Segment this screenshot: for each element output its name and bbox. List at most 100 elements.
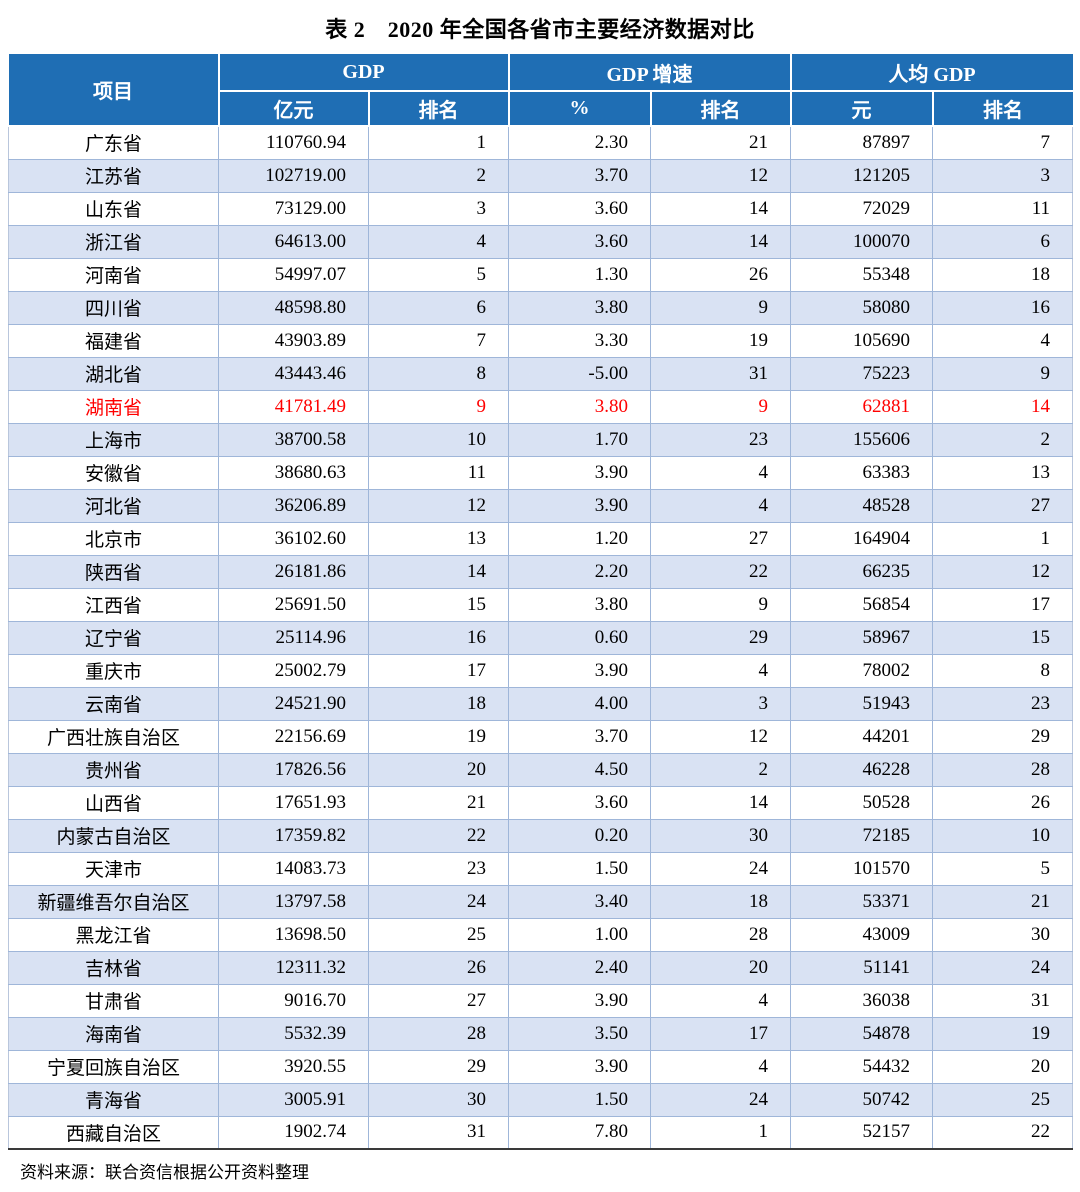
gdp-value: 13698.50 [218, 917, 369, 952]
table-row: 辽宁省 25114.96 16 0.60 29 58967 15 [8, 620, 1073, 655]
percap-gdp-value: 78002 [790, 653, 933, 688]
gdp-growth-value: 1.50 [508, 851, 651, 886]
gdp-rank: 12 [368, 488, 509, 523]
gdp-value: 22156.69 [218, 719, 369, 754]
percap-gdp-value: 66235 [790, 554, 933, 589]
percap-gdp-rank: 22 [932, 1115, 1073, 1150]
table-body: 广东省 110760.94 1 2.30 21 87897 7 江苏省 1027… [8, 125, 1073, 1150]
gdp-value: 43443.46 [218, 356, 369, 391]
gdp-growth-rank: 30 [650, 818, 791, 853]
gdp-growth-value: 3.80 [508, 587, 651, 622]
gdp-rank: 10 [368, 422, 509, 457]
table-row: 上海市 38700.58 10 1.70 23 155606 2 [8, 422, 1073, 457]
percap-gdp-rank: 10 [932, 818, 1073, 853]
gdp-growth-value: 1.70 [508, 422, 651, 457]
gdp-value: 5532.39 [218, 1016, 369, 1051]
gdp-rank: 13 [368, 521, 509, 556]
gdp-growth-rank: 24 [650, 1082, 791, 1117]
gdp-value: 36206.89 [218, 488, 369, 523]
gdp-growth-rank: 27 [650, 521, 791, 556]
percap-gdp-rank: 30 [932, 917, 1073, 952]
table-row: 青海省 3005.91 30 1.50 24 50742 25 [8, 1082, 1073, 1117]
gdp-growth-rank: 3 [650, 686, 791, 721]
gdp-rank: 4 [368, 224, 509, 259]
percap-gdp-rank: 11 [932, 191, 1073, 226]
col-header-gdp-growth: GDP 增速 [507, 54, 792, 92]
gdp-value: 48598.80 [218, 290, 369, 325]
gdp-growth-value: 3.40 [508, 884, 651, 919]
gdp-growth-rank: 1 [650, 1115, 791, 1150]
percap-gdp-value: 58967 [790, 620, 933, 655]
gdp-growth-rank: 31 [650, 356, 791, 391]
percap-gdp-value: 155606 [790, 422, 933, 457]
province-name: 山东省 [8, 191, 219, 226]
province-name: 内蒙古自治区 [8, 818, 219, 853]
gdp-rank: 29 [368, 1049, 509, 1084]
percap-gdp-rank: 2 [932, 422, 1073, 457]
percap-gdp-rank: 14 [932, 389, 1073, 424]
gdp-rank: 16 [368, 620, 509, 655]
gdp-rank: 11 [368, 455, 509, 490]
province-name: 青海省 [8, 1082, 219, 1117]
table-row: 云南省 24521.90 18 4.00 3 51943 23 [8, 686, 1073, 721]
gdp-growth-value: 3.90 [508, 983, 651, 1018]
percap-gdp-value: 54432 [790, 1049, 933, 1084]
gdp-rank: 28 [368, 1016, 509, 1051]
gdp-rank: 6 [368, 290, 509, 325]
table-row: 吉林省 12311.32 26 2.40 20 51141 24 [8, 950, 1073, 985]
gdp-value: 3005.91 [218, 1082, 369, 1117]
table-row: 陕西省 26181.86 14 2.20 22 66235 12 [8, 554, 1073, 589]
gdp-rank: 24 [368, 884, 509, 919]
province-name: 贵州省 [8, 752, 219, 787]
gdp-value: 13797.58 [218, 884, 369, 919]
gdp-growth-value: 4.00 [508, 686, 651, 721]
percap-gdp-value: 72029 [790, 191, 933, 226]
table-row: 天津市 14083.73 23 1.50 24 101570 5 [8, 851, 1073, 886]
gdp-rank: 3 [368, 191, 509, 226]
table-row: 福建省 43903.89 7 3.30 19 105690 4 [8, 323, 1073, 358]
gdp-growth-rank: 12 [650, 158, 791, 193]
gdp-rank: 30 [368, 1082, 509, 1117]
gdp-rank: 23 [368, 851, 509, 886]
percap-gdp-value: 44201 [790, 719, 933, 754]
gdp-rank: 20 [368, 752, 509, 787]
table-header: 项目 GDP GDP 增速 人均 GDP 亿元 排名 % 排名 元 排名 [8, 54, 1073, 127]
gdp-growth-rank: 24 [650, 851, 791, 886]
percap-gdp-value: 164904 [790, 521, 933, 556]
gdp-growth-rank: 9 [650, 587, 791, 622]
province-name: 江西省 [8, 587, 219, 622]
col-header-gdp: GDP [217, 54, 510, 92]
subheader-growth-unit: % [507, 90, 652, 127]
gdp-growth-value: 2.30 [508, 125, 651, 160]
gdp-growth-rank: 4 [650, 1049, 791, 1084]
gdp-growth-value: 3.80 [508, 389, 651, 424]
gdp-growth-value: 3.60 [508, 191, 651, 226]
percap-gdp-rank: 12 [932, 554, 1073, 589]
table-row: 广东省 110760.94 1 2.30 21 87897 7 [8, 125, 1073, 160]
province-name: 宁夏回族自治区 [8, 1049, 219, 1084]
percap-gdp-rank: 20 [932, 1049, 1073, 1084]
gdp-value: 17359.82 [218, 818, 369, 853]
gdp-growth-rank: 20 [650, 950, 791, 985]
gdp-rank: 7 [368, 323, 509, 358]
province-name: 江苏省 [8, 158, 219, 193]
province-name: 陕西省 [8, 554, 219, 589]
gdp-rank: 19 [368, 719, 509, 754]
gdp-growth-value: 2.20 [508, 554, 651, 589]
percap-gdp-rank: 15 [932, 620, 1073, 655]
percap-gdp-value: 50742 [790, 1082, 933, 1117]
table-row: 海南省 5532.39 28 3.50 17 54878 19 [8, 1016, 1073, 1051]
percap-gdp-value: 62881 [790, 389, 933, 424]
percap-gdp-rank: 27 [932, 488, 1073, 523]
gdp-growth-rank: 4 [650, 983, 791, 1018]
gdp-value: 12311.32 [218, 950, 369, 985]
gdp-growth-rank: 4 [650, 455, 791, 490]
percap-gdp-value: 100070 [790, 224, 933, 259]
gdp-growth-value: 3.90 [508, 653, 651, 688]
province-name: 重庆市 [8, 653, 219, 688]
gdp-rank: 22 [368, 818, 509, 853]
percap-gdp-value: 72185 [790, 818, 933, 853]
percap-gdp-rank: 19 [932, 1016, 1073, 1051]
province-name: 云南省 [8, 686, 219, 721]
gdp-rank: 1 [368, 125, 509, 160]
